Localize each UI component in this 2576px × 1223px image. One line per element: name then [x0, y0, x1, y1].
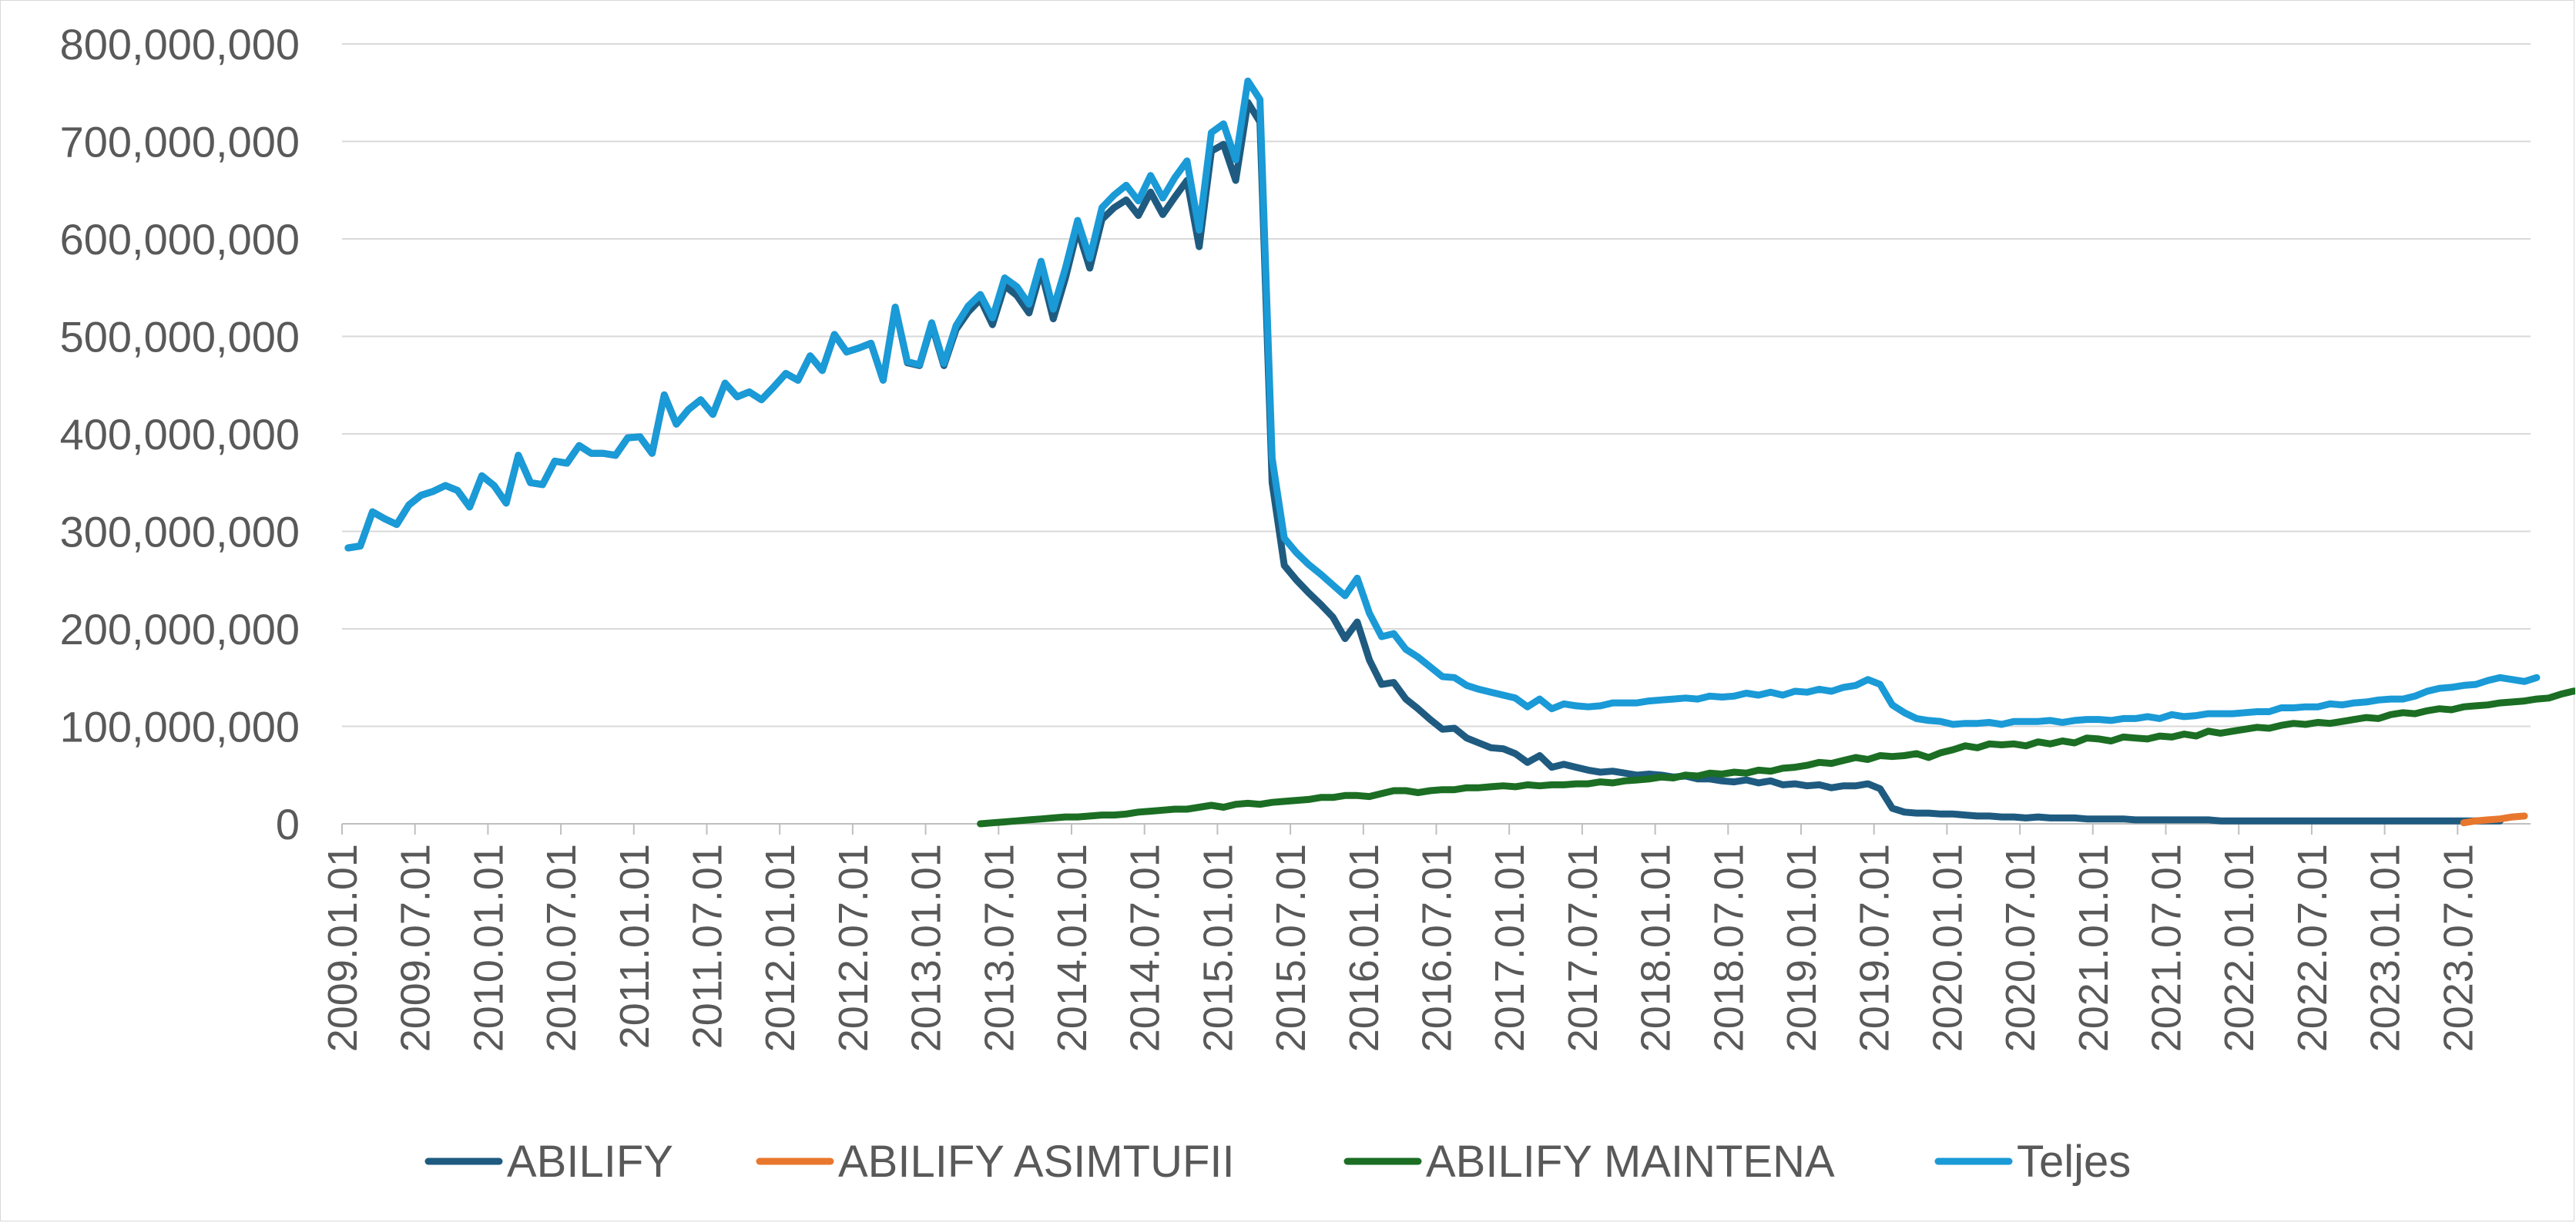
x-tick-label: 2021.07.01 [2144, 844, 2190, 1052]
x-tick-label: 2014.01.01 [1049, 844, 1095, 1052]
y-tick-label: 400,000,000 [60, 410, 300, 459]
y-tick-label: 200,000,000 [60, 605, 300, 653]
legend-label: ABILIFY MAINTENA [1426, 1137, 1835, 1187]
x-tick-label: 2017.07.01 [1560, 844, 1606, 1052]
x-tick-label: 2019.01.01 [1779, 844, 1825, 1052]
y-tick-label: 700,000,000 [60, 118, 300, 166]
x-tick-label: 2009.01.01 [320, 844, 366, 1052]
legend-item: ABILIFY [424, 1137, 673, 1187]
y-tick-label: 300,000,000 [60, 508, 300, 556]
series-line-teljes [344, 77, 2541, 728]
y-tick-label: 500,000,000 [60, 313, 300, 361]
y-tick-label: 600,000,000 [60, 215, 300, 264]
legend-label: Teljes [2017, 1137, 2131, 1187]
x-tick-label: 2020.01.01 [1924, 844, 1971, 1052]
x-tick-label: 2018.07.01 [1706, 844, 1752, 1052]
legend-item: Teljes [1934, 1137, 2131, 1187]
x-tick-label: 2013.01.01 [904, 844, 950, 1052]
x-tick-label: 2010.07.01 [538, 844, 585, 1052]
x-tick-label: 2021.01.01 [2071, 844, 2117, 1052]
x-tick-label: 2011.07.01 [685, 844, 731, 1049]
x-tick-label: 2023.01.01 [2363, 844, 2409, 1052]
series-lines [344, 77, 2575, 828]
x-tick-label: 2015.07.01 [1268, 844, 1314, 1052]
x-axis: 2009.01.01 2009.07.01 2010.01.01 2010.07.01… [320, 823, 2531, 1052]
x-tick-label: 2012.07.01 [830, 844, 877, 1052]
x-tick-label: 2013.07.01 [976, 844, 1022, 1052]
x-tick-label: 2012.01.01 [757, 844, 803, 1052]
series-line-abilify-maintena [977, 687, 2575, 828]
y-tick-label: 100,000,000 [60, 703, 300, 751]
x-tick-label: 2017.01.01 [1487, 844, 1533, 1052]
y-tick-label: 0 [276, 800, 300, 848]
x-tick-label: 2022.07.01 [2289, 844, 2336, 1052]
legend-label: ABILIFY [507, 1137, 673, 1187]
y-axis: 0 100,000,000 200,000,000 300,000,000 400,00… [60, 20, 300, 848]
x-tick-label: 2022.01.01 [2216, 844, 2262, 1052]
x-tick-label: 2020.07.01 [1997, 844, 2044, 1052]
x-tick-label: 2019.07.01 [1852, 844, 1898, 1052]
x-tick-label: 2010.01.01 [465, 844, 512, 1052]
gridlines [342, 43, 2531, 825]
legend-item: ABILIFY ASIMTUFII [756, 1137, 1235, 1187]
x-tick-label: 2018.01.01 [1633, 844, 1679, 1052]
x-tick-label: 2014.07.01 [1122, 844, 1169, 1052]
series-line-abilify-asimtufii [2460, 812, 2528, 827]
x-tick-label: 2011.01.01 [612, 844, 658, 1049]
x-tick-label: 2023.07.01 [2435, 844, 2481, 1052]
legend-label: ABILIFY ASIMTUFII [838, 1137, 1235, 1187]
legend-item: ABILIFY MAINTENA [1343, 1137, 1835, 1187]
legend: ABILIFY ABILIFY ASIMTUFII ABILIFY MAINTENA… [424, 1137, 2131, 1187]
x-tick-label: 2009.07.01 [393, 844, 439, 1052]
x-tick-label: 2016.07.01 [1414, 844, 1461, 1052]
x-tick-label: 2015.01.01 [1195, 844, 1241, 1052]
x-tick-label: 2016.01.01 [1341, 844, 1387, 1052]
y-tick-label: 800,000,000 [60, 20, 300, 69]
